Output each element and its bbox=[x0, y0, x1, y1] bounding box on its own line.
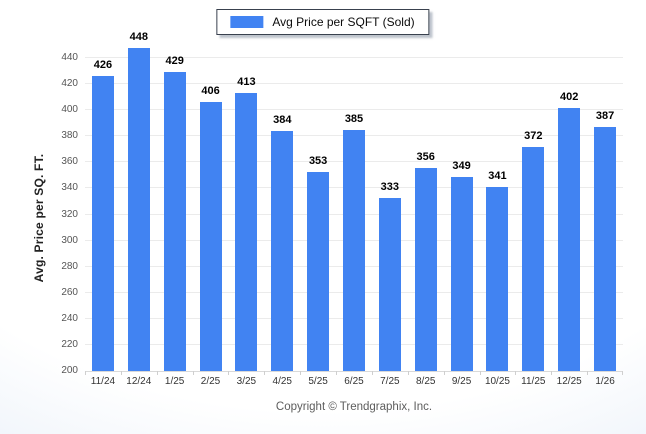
bar-group: 426 11/24 bbox=[85, 45, 121, 387]
legend-label: Avg Price per SQFT (Sold) bbox=[272, 15, 415, 29]
x-tick-mark bbox=[371, 371, 373, 375]
legend: Avg Price per SQFT (Sold) bbox=[216, 9, 430, 35]
x-axis-label: 1/25 bbox=[164, 376, 185, 387]
x-axis-label: 3/25 bbox=[236, 376, 257, 387]
y-tick-label: 300 bbox=[61, 234, 78, 246]
copyright-text: Copyright © Trendgraphix, Inc. bbox=[275, 401, 433, 413]
x-axis-label: 7/25 bbox=[380, 376, 400, 387]
bar-group: 353 5/25 bbox=[300, 45, 336, 387]
x-axis-label: 12/24 bbox=[126, 376, 152, 387]
plot-area: 200 220 240 260 280 300 320 340 360 380 400 420 440 4… bbox=[61, 31, 623, 387]
bar-group: 341 10/25 bbox=[480, 45, 516, 387]
y-tick-label: 320 bbox=[61, 208, 78, 220]
bar-value-label: 448 bbox=[129, 30, 148, 43]
bar-value-label: 413 bbox=[237, 76, 256, 89]
y-tick-label: 340 bbox=[61, 182, 78, 194]
bar-value-label: 333 bbox=[380, 180, 400, 193]
bar[interactable] bbox=[163, 72, 186, 371]
x-tick-mark bbox=[551, 371, 553, 375]
x-axis-label: 11/25 bbox=[521, 376, 546, 387]
x-tick-mark bbox=[228, 371, 230, 375]
bar-value-label: 341 bbox=[488, 170, 507, 183]
y-tick-label: 260 bbox=[61, 286, 78, 298]
x-tick-mark bbox=[192, 371, 194, 375]
bar-value-label: 402 bbox=[560, 90, 579, 103]
bar[interactable] bbox=[91, 76, 114, 371]
x-tick-mark bbox=[407, 371, 409, 375]
bar[interactable] bbox=[486, 187, 509, 371]
bar-group: 333 7/25 bbox=[372, 45, 408, 387]
bar-group: 384 4/25 bbox=[264, 45, 300, 387]
bar[interactable] bbox=[414, 167, 437, 371]
x-tick-mark bbox=[300, 371, 302, 375]
x-tick-mark bbox=[515, 371, 517, 375]
bar[interactable] bbox=[594, 127, 617, 371]
bar-value-label: 429 bbox=[165, 55, 184, 68]
x-tick-mark bbox=[443, 371, 445, 375]
y-tick-label: 280 bbox=[61, 260, 78, 272]
bar-group: 356 8/25 bbox=[408, 45, 444, 387]
bar-value-label: 384 bbox=[273, 114, 292, 127]
x-tick-mark bbox=[120, 371, 122, 375]
bar-group: 372 11/25 bbox=[515, 45, 551, 387]
y-tick-label: 200 bbox=[61, 365, 78, 376]
bar-group: 402 12/25 bbox=[551, 45, 587, 387]
x-axis-label: 12/25 bbox=[556, 376, 582, 387]
bar-value-label: 356 bbox=[416, 150, 435, 163]
bar[interactable] bbox=[450, 176, 473, 371]
x-axis-label: 2/25 bbox=[200, 376, 221, 387]
x-tick-mark bbox=[336, 371, 338, 375]
bar-value-label: 406 bbox=[201, 85, 220, 98]
legend-swatch-icon bbox=[230, 16, 264, 28]
bar-group: 406 2/25 bbox=[193, 45, 229, 387]
bar[interactable] bbox=[199, 102, 222, 371]
y-tick-label: 360 bbox=[61, 156, 78, 168]
bar[interactable] bbox=[558, 107, 581, 371]
gridline bbox=[85, 83, 623, 85]
x-axis-label: 1/26 bbox=[595, 376, 615, 387]
bar-group: 448 12/24 bbox=[121, 31, 157, 387]
bar-value-label: 349 bbox=[452, 159, 471, 172]
y-tick-label: 440 bbox=[61, 52, 78, 64]
gridline bbox=[85, 109, 623, 111]
y-tick-label: 220 bbox=[61, 338, 78, 350]
bar-group: 429 1/25 bbox=[157, 45, 193, 387]
bar[interactable] bbox=[271, 131, 294, 371]
bar[interactable] bbox=[378, 197, 401, 371]
x-tick-mark bbox=[587, 371, 589, 375]
bar-group: 385 6/25 bbox=[336, 45, 372, 387]
bar[interactable] bbox=[307, 171, 330, 371]
x-tick-mark bbox=[85, 371, 86, 375]
bar-value-label: 353 bbox=[308, 154, 328, 167]
bar-value-label: 387 bbox=[595, 110, 615, 123]
bar-group: 387 1/26 bbox=[587, 45, 623, 387]
x-axis-label: 10/25 bbox=[484, 376, 510, 387]
x-tick-mark bbox=[264, 371, 266, 375]
bar-value-label: 372 bbox=[524, 129, 543, 142]
bar[interactable] bbox=[127, 47, 150, 371]
bar[interactable] bbox=[235, 93, 258, 371]
bar[interactable] bbox=[342, 129, 365, 371]
x-tick-mark bbox=[156, 371, 158, 375]
y-tick-label: 380 bbox=[61, 130, 78, 142]
bar-group: 413 3/25 bbox=[228, 45, 264, 387]
x-axis-label: 11/24 bbox=[90, 376, 116, 387]
bar-value-label: 426 bbox=[93, 59, 113, 72]
bar[interactable] bbox=[522, 146, 545, 371]
bar-value-label: 385 bbox=[344, 112, 364, 125]
y-tick-label: 240 bbox=[61, 312, 78, 324]
gridline bbox=[85, 57, 623, 59]
y-tick-label: 420 bbox=[61, 78, 78, 90]
x-tick-mark bbox=[479, 371, 481, 375]
x-axis-label: 9/25 bbox=[451, 376, 472, 387]
x-axis-label: 4/25 bbox=[272, 376, 292, 387]
x-axis-label: 5/25 bbox=[308, 376, 328, 387]
x-axis-label: 8/25 bbox=[415, 376, 436, 387]
x-axis-label: 6/25 bbox=[344, 376, 364, 387]
y-tick-label: 400 bbox=[61, 104, 78, 116]
bar-group: 349 9/25 bbox=[444, 45, 480, 387]
x-tick-mark bbox=[622, 371, 623, 375]
